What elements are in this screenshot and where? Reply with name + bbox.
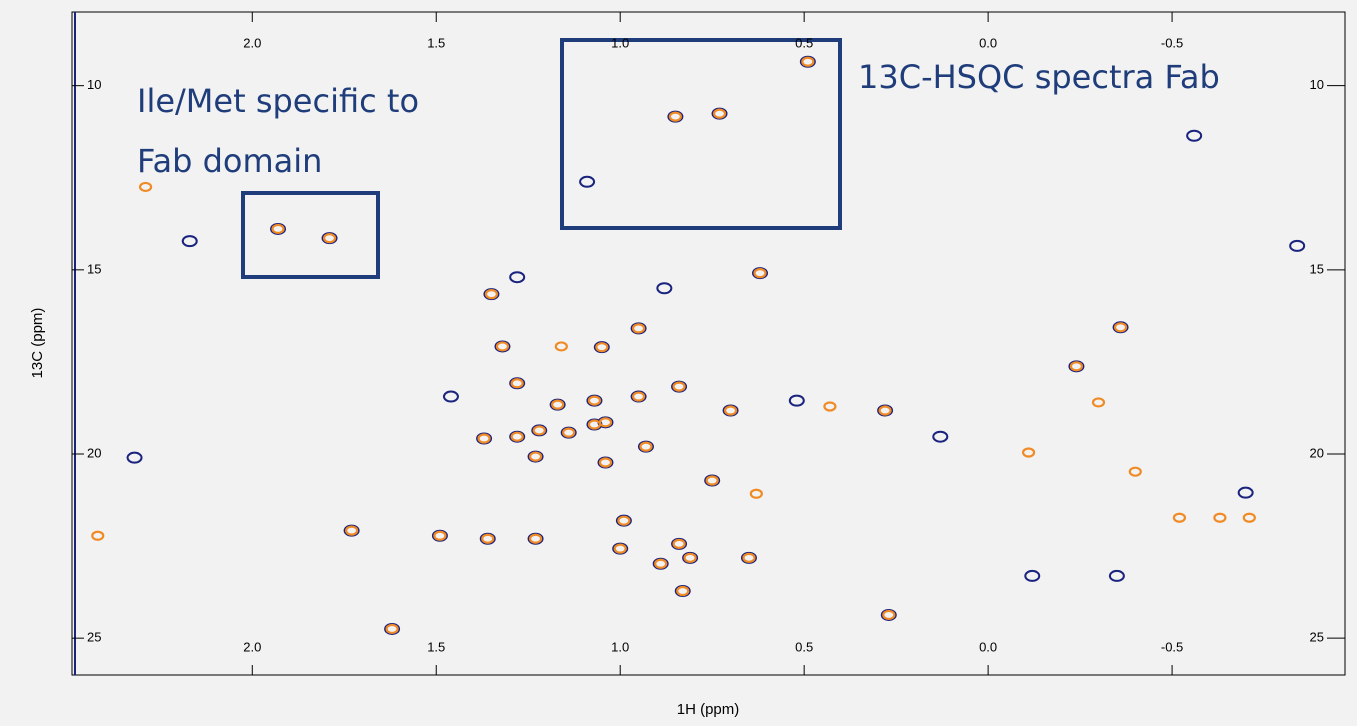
- peak: [705, 475, 719, 486]
- y-tick-label: 10: [87, 77, 101, 92]
- peak: [1113, 322, 1128, 333]
- y-axis-title: 13C (ppm): [29, 308, 46, 379]
- peak: [271, 223, 285, 235]
- peak: [477, 433, 491, 444]
- x-tick-label: 2.0: [243, 639, 261, 654]
- region-box: [560, 38, 842, 230]
- peak: [1289, 239, 1306, 252]
- peak: [823, 401, 837, 412]
- peak: [712, 108, 727, 119]
- peak: [617, 515, 631, 526]
- peak: [1108, 569, 1125, 582]
- peak: [613, 543, 627, 554]
- peak: [562, 427, 576, 438]
- y-tick-label: 15: [1310, 261, 1324, 276]
- x-tick-label: 1.5: [427, 35, 445, 50]
- peak: [554, 341, 568, 352]
- plot-frame: [71, 11, 1346, 676]
- peak: [345, 525, 359, 536]
- peak: [509, 271, 526, 284]
- y-tick-label: 10: [1310, 77, 1324, 92]
- peak: [598, 417, 613, 428]
- peak: [495, 341, 510, 352]
- peak: [932, 430, 949, 443]
- annotation: 13C-HSQC spectra Fab: [858, 58, 1220, 96]
- peak: [801, 56, 815, 67]
- peak: [91, 530, 105, 541]
- x-tick-label: 0.0: [979, 639, 997, 654]
- peak: [882, 609, 896, 621]
- annotation: Fab domain: [137, 142, 322, 180]
- peak: [1172, 512, 1187, 523]
- x-tick-label: 0.5: [795, 35, 813, 50]
- peak: [528, 533, 543, 544]
- peak: [551, 399, 565, 410]
- peak: [138, 181, 153, 193]
- peak: [723, 405, 738, 416]
- peak: [1242, 512, 1256, 523]
- x-tick-label: 0.5: [795, 639, 813, 654]
- peak: [788, 394, 805, 407]
- annotation: Ile/Met specific to: [137, 82, 419, 120]
- x-tick-label: 2.0: [243, 35, 261, 50]
- y-tick-label: 20: [1310, 445, 1324, 460]
- peak: [510, 431, 524, 442]
- peak: [676, 585, 690, 597]
- peak: [1186, 129, 1203, 142]
- y-tick-label: 25: [1310, 630, 1324, 645]
- y-tick-label: 20: [87, 445, 101, 460]
- peak: [433, 530, 447, 541]
- peak: [528, 451, 543, 462]
- peak: [385, 623, 399, 635]
- x-tick-label: 1.5: [427, 639, 445, 654]
- y-tick-label: 15: [87, 261, 101, 276]
- x-tick-label: 1.0: [611, 35, 629, 50]
- peak: [484, 289, 499, 300]
- peak: [668, 111, 682, 122]
- peak: [1021, 447, 1036, 458]
- peak: [1069, 361, 1084, 372]
- peak: [598, 457, 613, 468]
- peak: [639, 441, 653, 452]
- peak: [587, 395, 602, 406]
- x-tick-label: -0.5: [1161, 35, 1183, 50]
- peak: [595, 342, 609, 353]
- peak: [683, 552, 697, 563]
- x-axis-title: 1H (ppm): [677, 701, 740, 718]
- peak: [742, 552, 756, 563]
- peak: [181, 235, 198, 248]
- peaks: [91, 55, 1306, 635]
- peak: [753, 268, 767, 279]
- peak: [1237, 486, 1254, 499]
- peak: [1213, 512, 1227, 523]
- peak: [749, 488, 763, 499]
- region-box: [241, 191, 380, 279]
- x-tick-label: 0.0: [979, 35, 997, 50]
- peak: [878, 405, 892, 416]
- peak: [442, 390, 459, 403]
- peak: [654, 558, 668, 569]
- peak: [1128, 466, 1142, 477]
- peak: [631, 323, 646, 334]
- peak: [672, 538, 686, 549]
- peak: [510, 378, 524, 389]
- y-tick-label: 25: [87, 630, 101, 645]
- peak: [579, 175, 596, 188]
- peak: [532, 425, 546, 436]
- peak: [1091, 397, 1106, 408]
- x-tick-label: -0.5: [1161, 639, 1183, 654]
- x-tick-label: 1.0: [611, 639, 629, 654]
- peak: [672, 381, 686, 392]
- peak: [1024, 569, 1041, 582]
- peak: [322, 233, 337, 244]
- peak: [126, 451, 143, 464]
- peak: [656, 282, 673, 295]
- peak: [481, 533, 495, 544]
- peak: [631, 391, 646, 402]
